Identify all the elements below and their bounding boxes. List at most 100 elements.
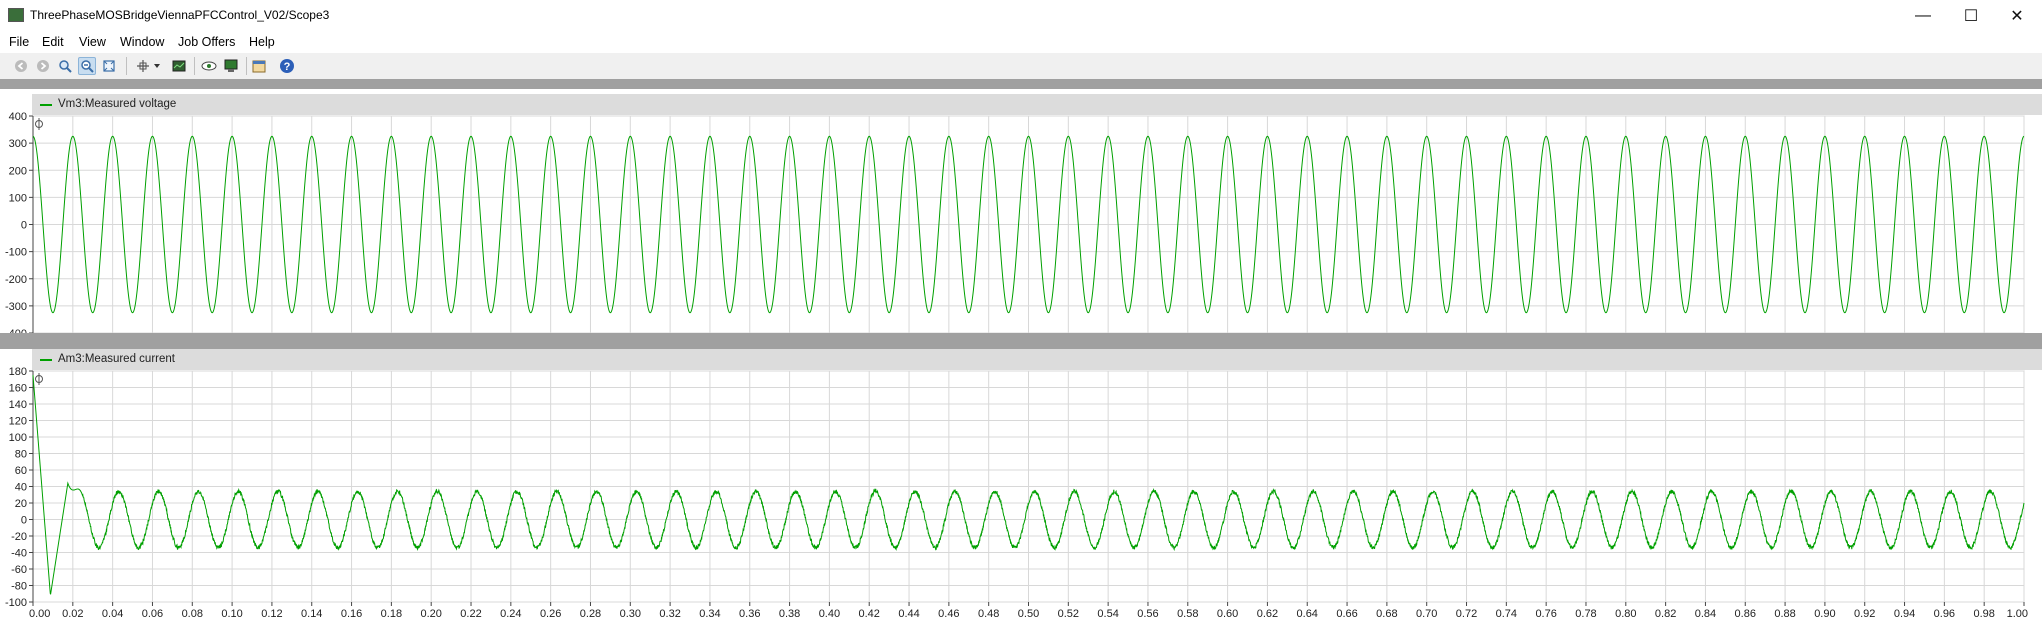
- y-tick-label: 40: [15, 482, 27, 494]
- y-tick-label: -400: [5, 328, 27, 333]
- toolbar: ?: [0, 53, 2042, 80]
- y-tick-label: 0: [21, 220, 27, 232]
- y-tick-label: -60: [11, 564, 27, 576]
- x-tick-label: 0.92: [1854, 608, 1875, 618]
- x-tick-label: 0.88: [1774, 608, 1795, 618]
- x-tick-label: 0.90: [1814, 608, 1835, 618]
- toolbar-separator: [126, 57, 127, 75]
- voltage-panel: Vm3:Measured voltage 400 300 200 100 0 -100 -2…: [0, 89, 2042, 333]
- menu-file[interactable]: File: [9, 35, 29, 49]
- y-tick-label: -20: [11, 531, 27, 543]
- x-tick-label: 0.06: [142, 608, 163, 618]
- title-bar: ThreePhaseMOSBridgeViennaPFCControl_V02/…: [0, 0, 2042, 31]
- x-tick-label: 0.22: [460, 608, 481, 618]
- x-tick-label: 0.82: [1655, 608, 1676, 618]
- x-tick-label: 0.30: [620, 608, 641, 618]
- x-tick-label: 0.42: [859, 608, 880, 618]
- y-tick-label: 20: [15, 498, 27, 510]
- x-tick-label: 0.80: [1615, 608, 1636, 618]
- x-tick-label: 0.08: [182, 608, 203, 618]
- x-tick-label: 0.14: [301, 608, 322, 618]
- x-tick-label: 0.26: [540, 608, 561, 618]
- y-tick-label: 100: [9, 432, 27, 444]
- y-tick-label: 60: [15, 465, 27, 477]
- x-tick-label: 0.46: [938, 608, 959, 618]
- x-tick-label: 0.12: [261, 608, 282, 618]
- x-tick-label: 0.00: [29, 608, 50, 618]
- zoom-out-icon[interactable]: [78, 57, 96, 75]
- forward-icon[interactable]: [34, 57, 52, 75]
- chevron-down-icon[interactable]: [152, 57, 162, 75]
- x-tick-label: 0.16: [341, 608, 362, 618]
- zoom-fit-icon[interactable]: [100, 57, 118, 75]
- menu-edit[interactable]: Edit: [42, 35, 64, 49]
- x-tick-label: 0.36: [739, 608, 760, 618]
- y-tick-label: 200: [9, 165, 27, 177]
- x-tick-label: 0.10: [221, 608, 242, 618]
- voltage-chart[interactable]: 400 300 200 100 0 -100 -200 -300 -400: [0, 89, 2042, 333]
- x-tick-label: 0.54: [1097, 608, 1118, 618]
- close-button[interactable]: ✕: [1994, 0, 2040, 31]
- current-chart[interactable]: 180 160 140 120 100 80 60 40 20 0 -20 -40 -60 -80 -100…: [0, 349, 2042, 618]
- y-tick-label: 0: [21, 515, 27, 527]
- x-tick-label: 0.34: [699, 608, 720, 618]
- x-tick-label: 0.20: [420, 608, 441, 618]
- x-tick-label: 0.48: [978, 608, 999, 618]
- y-tick-label: -200: [5, 274, 27, 286]
- x-tick-label: 0.40: [819, 608, 840, 618]
- y-tick-label: -300: [5, 301, 27, 313]
- x-tick-label: 0.58: [1177, 608, 1198, 618]
- x-tick-label: 0.32: [659, 608, 680, 618]
- toolbar-separator: [194, 57, 195, 75]
- x-tick-label: 0.04: [102, 608, 123, 618]
- menu-job-offers[interactable]: Job Offers: [178, 35, 235, 49]
- menu-window[interactable]: Window: [120, 35, 164, 49]
- current-panel: Am3:Measured current 180 160 140 120 100 80 60…: [0, 349, 2042, 618]
- properties-icon[interactable]: [250, 57, 268, 75]
- x-tick-label: 0.64: [1297, 608, 1318, 618]
- menu-help[interactable]: Help: [249, 35, 275, 49]
- cursor-icon[interactable]: [134, 57, 152, 75]
- x-tick-label: 0.68: [1376, 608, 1397, 618]
- x-tick-label: 0.18: [381, 608, 402, 618]
- export-icon[interactable]: [222, 57, 240, 75]
- x-tick-label: 0.66: [1336, 608, 1357, 618]
- window-title: ThreePhaseMOSBridgeViennaPFCControl_V02/…: [30, 8, 329, 22]
- minimize-button[interactable]: —: [1900, 0, 1946, 31]
- zoom-icon[interactable]: [56, 57, 74, 75]
- maximize-button[interactable]: ☐: [1948, 0, 1994, 31]
- snapshot-icon[interactable]: [170, 57, 188, 75]
- y-tick-label: 180: [9, 366, 27, 378]
- y-tick-label: 100: [9, 192, 27, 204]
- x-tick-label: 0.52: [1058, 608, 1079, 618]
- y-tick-label: 120: [9, 416, 27, 428]
- back-icon[interactable]: [12, 57, 30, 75]
- y-tick-label: 80: [15, 449, 27, 461]
- y-tick-label: -100: [5, 597, 27, 609]
- x-tick-label: 0.44: [898, 608, 919, 618]
- y-tick-label: -80: [11, 581, 27, 593]
- x-tick-label: 0.56: [1137, 608, 1158, 618]
- x-tick-label: 0.76: [1535, 608, 1556, 618]
- eye-icon[interactable]: [200, 57, 218, 75]
- x-tick-label: 0.72: [1456, 608, 1477, 618]
- x-tick-label: 0.86: [1735, 608, 1756, 618]
- x-tick-label: 0.78: [1575, 608, 1596, 618]
- toolbar-separator: [246, 57, 247, 75]
- y-tick-label: 300: [9, 138, 27, 150]
- x-tick-label: 0.60: [1217, 608, 1238, 618]
- x-tick-label: 0.02: [62, 608, 83, 618]
- app-icon: [8, 8, 24, 22]
- x-tick-label: 0.96: [1934, 608, 1955, 618]
- y-tick-label: 140: [9, 399, 27, 411]
- x-tick-label: 0.94: [1894, 608, 1915, 618]
- x-tick-label: 0.50: [1018, 608, 1039, 618]
- x-tick-label: 0.74: [1496, 608, 1517, 618]
- x-tick-label: 1.00: [2007, 608, 2028, 618]
- x-tick-label: 0.84: [1695, 608, 1716, 618]
- y-tick-label: 160: [9, 383, 27, 395]
- menu-view[interactable]: View: [79, 35, 106, 49]
- x-tick-label: 0.98: [1973, 608, 1994, 618]
- x-tick-label: 0.62: [1257, 608, 1278, 618]
- help-icon[interactable]: ?: [278, 57, 296, 75]
